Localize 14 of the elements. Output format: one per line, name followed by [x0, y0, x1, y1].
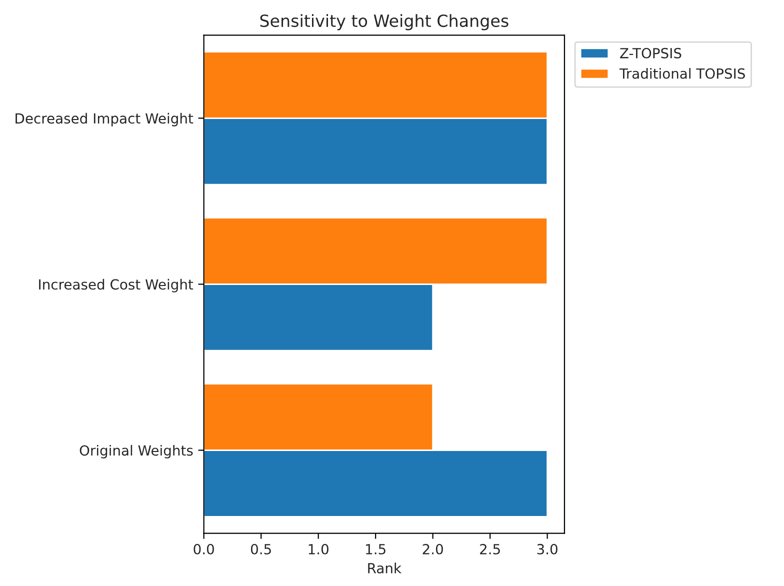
y-tick-label: Increased Cost Weight: [39, 278, 194, 292]
y-tick-label: Decreased Impact Weight: [16, 112, 194, 126]
x-tick-label: 3.0: [537, 544, 558, 554]
x-tick-label: 1.5: [366, 544, 386, 554]
legend-label: Traditional TOPSIS: [619, 68, 745, 79]
x-tick-label: 0.0: [194, 544, 214, 554]
legend-label: Z-TOPSIS: [620, 48, 682, 58]
y-tick-label: Original Weights: [80, 444, 193, 458]
x-tick-label: 1.0: [308, 544, 328, 554]
x-axis-title: Rank: [368, 562, 402, 574]
x-tick-label: 2.5: [480, 544, 500, 554]
x-tick-label: 0.5: [250, 544, 271, 554]
chart-title: Sensitivity to Weight Changes: [260, 14, 508, 30]
x-tick-label: 2.0: [422, 544, 443, 554]
